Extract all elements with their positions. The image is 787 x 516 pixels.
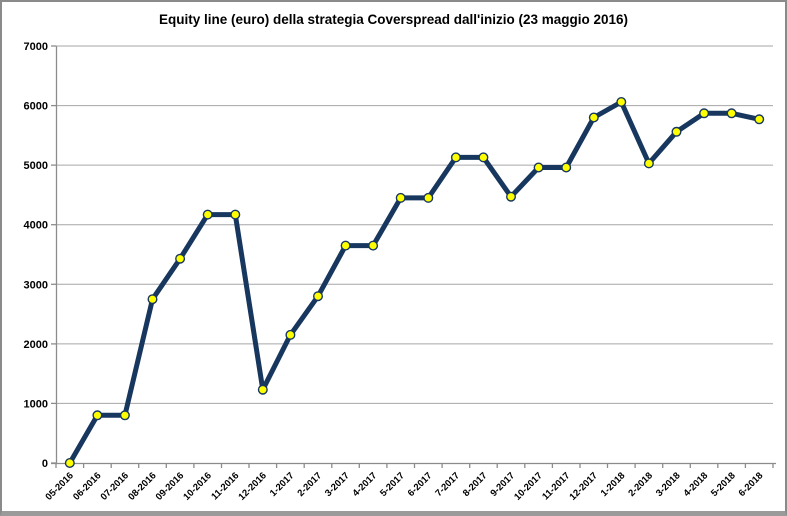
- x-axis-label: 2-2018: [626, 470, 655, 499]
- y-axis-label: 0: [42, 458, 48, 470]
- x-axis-label: 1-2017: [268, 470, 297, 499]
- data-point-marker: [285, 329, 296, 340]
- y-axis-label: 5000: [24, 160, 48, 172]
- data-point-marker: [147, 294, 158, 305]
- data-point-marker: [616, 96, 627, 107]
- x-axis-label: 05-2016: [43, 470, 75, 502]
- x-axis-label: 6-2018: [737, 470, 766, 499]
- data-point-marker: [119, 410, 130, 421]
- chart-title: Equity line (euro) della strategia Cover…: [158, 12, 629, 27]
- data-point-marker: [230, 209, 241, 220]
- data-point-marker: [699, 108, 710, 119]
- x-axis-label: 12-2016: [236, 470, 268, 502]
- data-point-marker: [395, 192, 406, 203]
- x-axis-label: 3-2017: [323, 470, 352, 499]
- data-point-marker: [643, 158, 654, 169]
- data-point-marker: [478, 152, 489, 163]
- x-axis-label: 10-2017: [512, 470, 544, 502]
- y-axis-label: 6000: [24, 101, 48, 113]
- data-point-marker: [257, 384, 268, 395]
- y-axis-label: 2000: [24, 339, 48, 351]
- x-axis-label: 5-2018: [709, 470, 738, 499]
- y-axis-label: 7000: [24, 41, 48, 53]
- x-axis-label: 1-2018: [599, 470, 628, 499]
- data-point-marker: [368, 240, 379, 251]
- x-axis-label: 3-2018: [654, 470, 683, 499]
- series-line: [67, 99, 762, 466]
- data-point-marker: [175, 253, 186, 264]
- data-point-marker: [561, 162, 572, 173]
- x-axis-label: 7-2017: [433, 470, 462, 499]
- x-axis-label: 12-2017: [567, 470, 599, 502]
- x-axis-label: 09-2016: [154, 470, 186, 502]
- x-axis-label: 06-2016: [71, 470, 103, 502]
- data-point-marker: [506, 191, 517, 202]
- y-axis-label: 3000: [24, 279, 48, 291]
- x-axis-label: 2-2017: [295, 470, 324, 499]
- data-point-marker: [313, 291, 324, 302]
- x-axis-label: 10-2016: [181, 470, 213, 502]
- y-axis-label: 1000: [24, 398, 48, 410]
- data-point-marker: [92, 410, 103, 421]
- data-point-marker: [450, 152, 461, 163]
- data-point-marker: [340, 240, 351, 251]
- x-axis-label: 4-2017: [351, 470, 380, 499]
- data-point-marker: [533, 162, 544, 173]
- x-axis-label: 11-2016: [209, 470, 241, 502]
- data-point-marker: [202, 209, 213, 220]
- x-axis-label: 6-2017: [406, 470, 435, 499]
- data-point-marker: [588, 112, 599, 123]
- x-axis-label: 8-2017: [461, 470, 490, 499]
- x-axis-label: 5-2017: [378, 470, 407, 499]
- data-point-marker: [754, 114, 765, 125]
- x-axis-label: 07-2016: [99, 470, 131, 502]
- data-point-marker: [726, 108, 737, 119]
- x-axis-label: 11-2017: [540, 470, 572, 502]
- x-axis-label: 4-2018: [682, 470, 711, 499]
- x-axis-label: 08-2016: [126, 470, 158, 502]
- data-point-marker: [423, 192, 434, 203]
- y-axis-label: 4000: [24, 220, 48, 232]
- data-point-marker: [64, 458, 75, 469]
- data-point-marker: [671, 126, 682, 137]
